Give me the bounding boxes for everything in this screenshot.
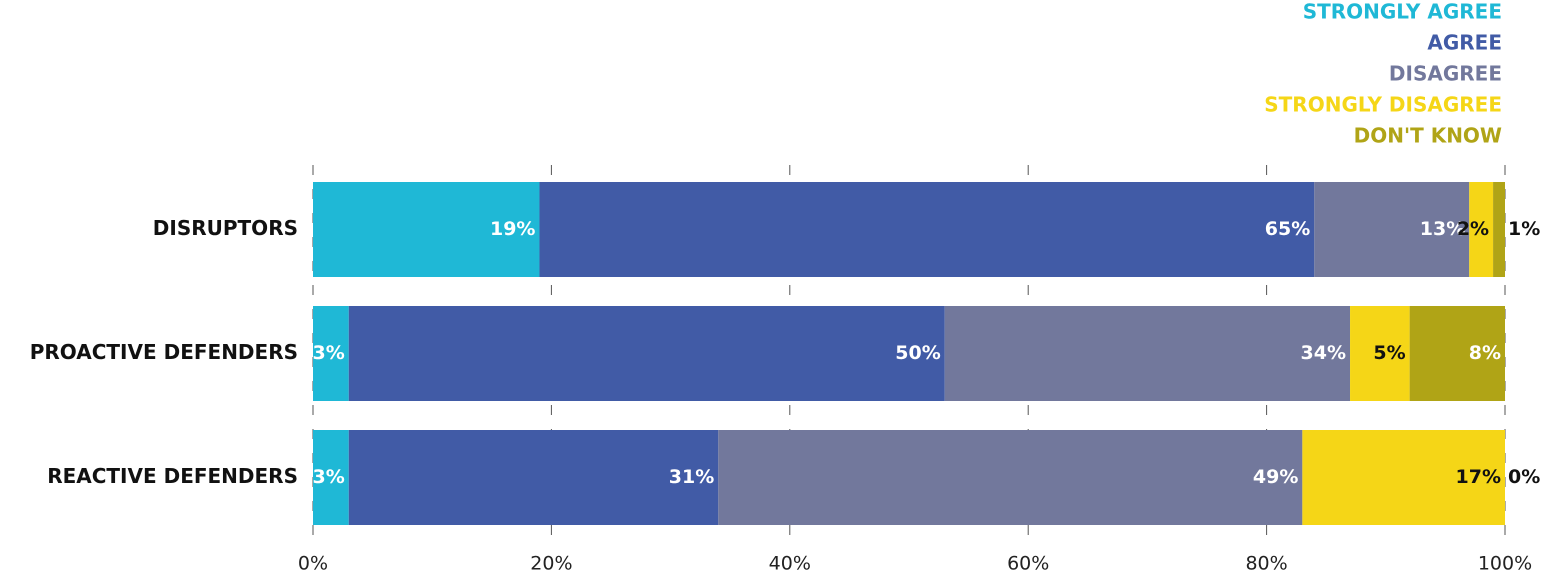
- value-label: 31%: [669, 466, 714, 488]
- category-label: DISRUPTORS: [153, 216, 298, 240]
- value-label: 17%: [1456, 466, 1501, 488]
- category-label: PROACTIVE DEFENDERS: [30, 340, 298, 364]
- value-label: 2%: [1457, 218, 1489, 240]
- value-label: 34%: [1301, 342, 1346, 364]
- bar-segment: [313, 430, 349, 525]
- value-label: 50%: [895, 342, 940, 364]
- x-tick-label: 80%: [1245, 553, 1287, 575]
- category-label: REACTIVE DEFENDERS: [47, 464, 298, 488]
- value-label: 49%: [1253, 466, 1298, 488]
- value-label: 3%: [312, 342, 344, 364]
- value-label: 0%: [1508, 466, 1540, 488]
- value-label: 1%: [1508, 218, 1540, 240]
- legend-label: STRONGLY DISAGREE: [1264, 93, 1502, 117]
- x-tick-label: 40%: [769, 553, 811, 575]
- bar-segment: [1409, 306, 1505, 401]
- value-label: 3%: [312, 466, 344, 488]
- value-label: 65%: [1265, 218, 1310, 240]
- legend-label: STRONGLY AGREE: [1303, 0, 1502, 24]
- x-tick-label: 20%: [530, 553, 572, 575]
- bar-segment: [313, 306, 349, 401]
- bar-segment: [1469, 182, 1494, 277]
- x-tick-label: 0%: [298, 553, 328, 575]
- bar-segment: [1302, 430, 1505, 525]
- x-tick-label: 60%: [1007, 553, 1049, 575]
- bar-segment: [539, 182, 1315, 277]
- value-label: 19%: [490, 218, 535, 240]
- bar-segment: [348, 306, 945, 401]
- legend-label: DON'T KNOW: [1354, 124, 1502, 148]
- value-label: 8%: [1469, 342, 1501, 364]
- bar-segment: [944, 306, 1351, 401]
- bar-segment: [313, 182, 540, 277]
- bar-segment: [718, 430, 1303, 525]
- value-label: 5%: [1373, 342, 1405, 364]
- bar-segment: [1493, 182, 1505, 277]
- x-tick-label: 100%: [1478, 553, 1532, 575]
- value-label: 13%: [1420, 218, 1465, 240]
- bar-segment: [1314, 182, 1470, 277]
- legend-label: DISAGREE: [1389, 62, 1502, 86]
- bar-segment: [1350, 306, 1410, 401]
- bar-segment: [348, 430, 719, 525]
- legend-label: AGREE: [1427, 31, 1502, 55]
